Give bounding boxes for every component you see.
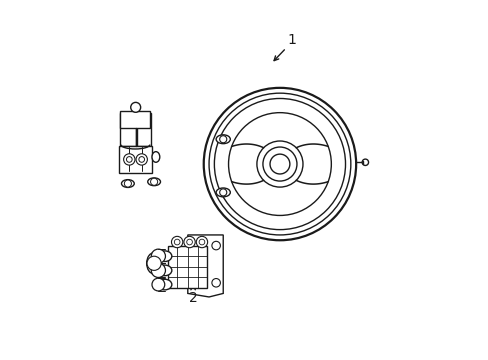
Bar (119, 146, 152, 173)
Circle shape (139, 157, 144, 162)
Circle shape (211, 279, 220, 287)
Ellipse shape (146, 253, 161, 274)
Circle shape (123, 154, 135, 165)
Circle shape (151, 263, 165, 278)
Circle shape (150, 178, 157, 185)
Text: 2: 2 (188, 291, 197, 305)
Bar (137, 113, 150, 146)
Circle shape (219, 136, 226, 143)
Circle shape (203, 88, 355, 240)
Circle shape (219, 189, 226, 196)
Circle shape (269, 154, 289, 174)
Circle shape (124, 180, 131, 187)
Bar (120, 111, 149, 127)
Ellipse shape (157, 279, 171, 290)
Circle shape (196, 237, 207, 248)
Circle shape (263, 147, 296, 181)
Text: 3: 3 (139, 118, 147, 132)
Ellipse shape (157, 265, 171, 276)
Ellipse shape (157, 251, 171, 261)
Circle shape (151, 249, 165, 263)
Circle shape (183, 237, 195, 248)
Circle shape (136, 154, 147, 165)
Circle shape (126, 157, 132, 162)
Ellipse shape (216, 135, 230, 144)
Bar (168, 246, 207, 288)
Circle shape (362, 159, 368, 166)
Bar (120, 113, 136, 146)
Circle shape (186, 239, 192, 245)
Circle shape (199, 239, 204, 245)
Circle shape (256, 141, 303, 187)
Circle shape (211, 241, 220, 250)
Ellipse shape (216, 188, 230, 197)
Text: 1: 1 (287, 33, 296, 47)
Ellipse shape (152, 152, 160, 162)
Circle shape (130, 102, 141, 112)
Ellipse shape (121, 180, 134, 188)
Polygon shape (187, 235, 223, 297)
Ellipse shape (147, 178, 160, 186)
Circle shape (174, 239, 180, 245)
Circle shape (152, 278, 164, 291)
Circle shape (171, 237, 183, 248)
Circle shape (147, 256, 161, 270)
